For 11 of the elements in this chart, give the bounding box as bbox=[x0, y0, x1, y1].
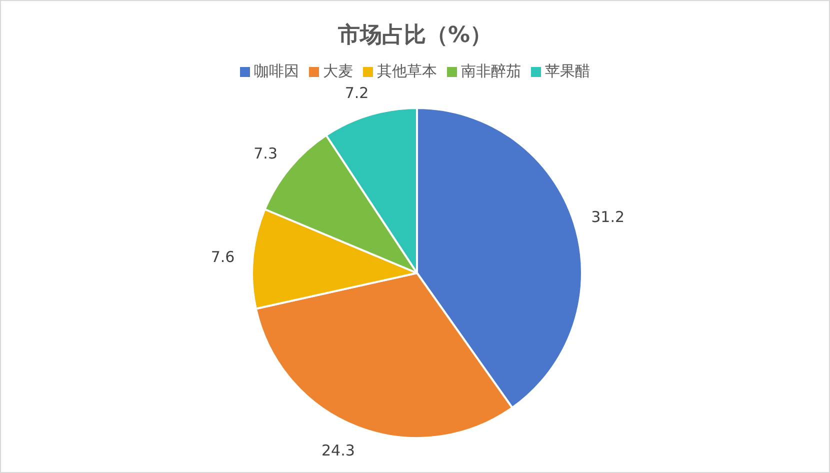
data-label: 24.3 bbox=[322, 441, 355, 460]
data-label: 31.2 bbox=[591, 208, 625, 226]
legend-label: 大麦 bbox=[323, 62, 353, 80]
data-label: 7.2 bbox=[344, 84, 369, 102]
legend-label: 苹果醋 bbox=[545, 62, 590, 80]
data-label: 7.6 bbox=[210, 248, 235, 266]
legend-label: 南非醉茄 bbox=[461, 62, 521, 80]
chart-title: 市场占比（%） bbox=[336, 22, 492, 48]
data-label: 7.3 bbox=[254, 144, 278, 162]
legend-label: 咖啡因 bbox=[254, 62, 299, 80]
legend-label: 其他草本 bbox=[377, 62, 437, 80]
